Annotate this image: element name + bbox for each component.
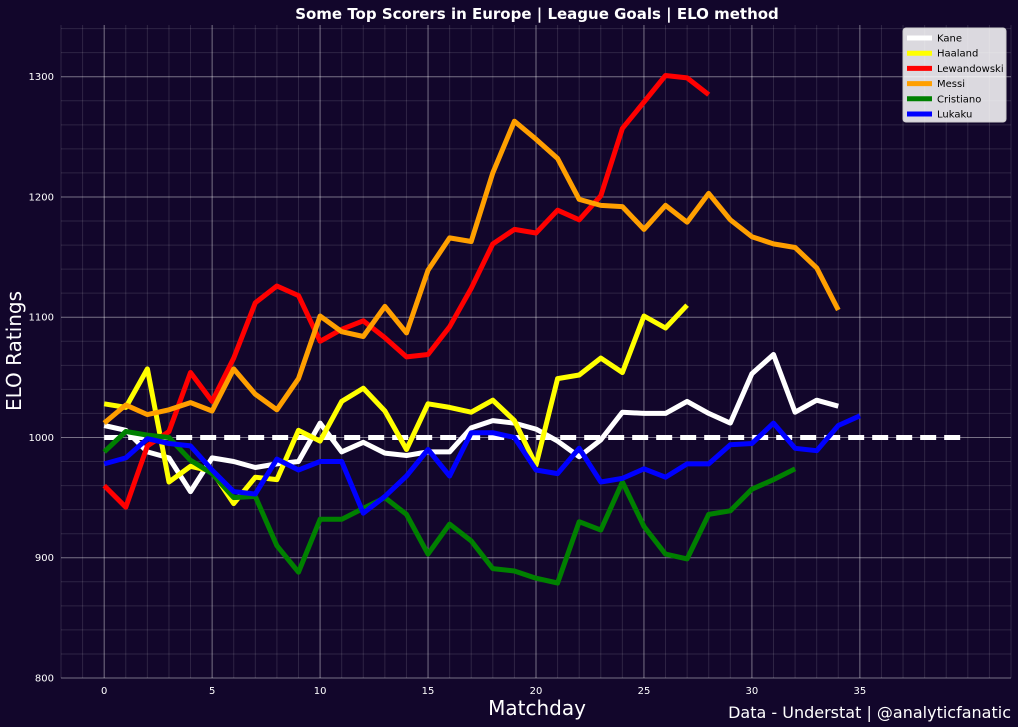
series-line-lukaku [103, 413, 861, 516]
series-line-cristiano [102, 429, 797, 586]
x-tick-label: 0 [101, 686, 107, 697]
y-tick-label: 1300 [29, 72, 54, 83]
x-tick-label: 15 [422, 686, 435, 697]
source-credit: Data - Understat | @analyticfanatic [728, 703, 1011, 722]
chart-title: Some Top Scorers in Europe | League Goal… [295, 5, 779, 24]
series-line-messi [102, 118, 841, 426]
y-tick-label: 800 [35, 674, 54, 685]
legend-label-lukaku: Lukaku [937, 110, 972, 121]
tick-labels: 0 5 10 15 20 25 30 35 800 900 1000 1100 1200 1300 [29, 72, 867, 697]
x-axis-label: Matchday [488, 696, 586, 720]
y-tick-label: 900 [35, 553, 54, 564]
y-tick-label: 1000 [29, 433, 54, 444]
legend-label-messi: Messi [937, 79, 965, 90]
x-tick-label: 20 [530, 686, 543, 697]
x-tick-label: 30 [746, 686, 759, 697]
legend: Kane Haaland Lewandowski Messi Cristiano Luka… [902, 27, 1007, 123]
x-tick-label: 5 [209, 686, 215, 697]
y-tick-label: 1200 [29, 192, 54, 203]
legend-label-haaland: Haaland [937, 49, 978, 60]
x-tick-label: 10 [314, 686, 327, 697]
grid [60, 25, 1012, 679]
x-tick-label: 35 [853, 686, 866, 697]
legend-label-lewandowski: Lewandowski [937, 64, 1004, 75]
series-line-kane [103, 352, 839, 495]
x-tick-label: 25 [638, 686, 651, 697]
y-tick-label: 1100 [29, 313, 54, 324]
legend-label-kane: Kane [937, 34, 962, 45]
legend-label-cristiano: Cristiano [937, 94, 981, 105]
series-layer [102, 73, 861, 586]
series-line-lewandowski [102, 73, 711, 510]
y-axis-label: ELO Ratings [2, 291, 26, 411]
